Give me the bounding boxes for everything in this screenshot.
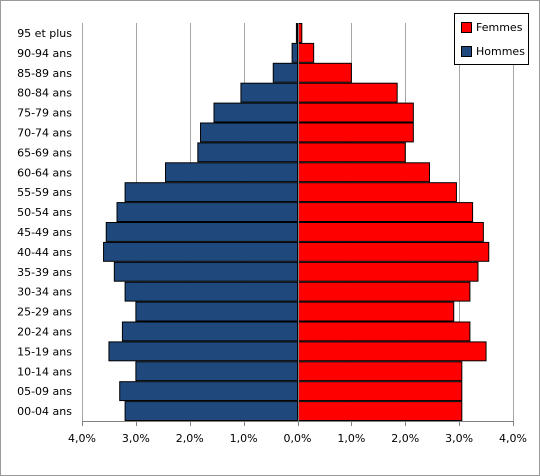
y-tick-label-70-74-ans: 70-74 ans: [17, 126, 72, 139]
legend-entry-hommes: Hommes: [461, 44, 525, 58]
y-tick-label-50-54-ans: 50-54 ans: [17, 206, 72, 219]
y-tick-label-85-89-ans: 85-89 ans: [17, 67, 72, 80]
bar-femmes-75-79-ans: [297, 102, 414, 123]
y-tick-label-45-49-ans: 45-49 ans: [17, 226, 72, 239]
y-axis-labels: 00-04 ans 05-09 ans 10-14 ans 15-19 ans 20-2…: [17, 27, 72, 418]
bar-femmes-65-69-ans: [297, 142, 406, 163]
bar-femmes-45-49-ans: [297, 222, 484, 242]
y-tick-label-35-39-ans: 35-39 ans: [17, 266, 72, 279]
bar-hommes-35-39-ans: [113, 261, 298, 282]
bar-femmes-70-74-ans: [297, 122, 414, 143]
y-tick-label-80-84-ans: 80-84 ans: [17, 87, 72, 100]
bar-femmes-90-94-ans: [297, 42, 315, 63]
y-tick-label-25-29-ans: 25-29 ans: [17, 306, 72, 319]
x-tick-label-2: 2,0%: [176, 432, 204, 445]
bar-hommes-90-94-ans: [291, 42, 298, 63]
bar-hommes-25-29-ans: [135, 301, 298, 322]
x-tick-label-8: 4,0%: [499, 432, 527, 445]
bar-hommes-80-84-ans: [240, 82, 298, 103]
y-tick-label-40-44-ans: 40-44 ans: [17, 246, 72, 259]
bar-hommes-15-19-ans: [108, 341, 298, 362]
bars: [103, 23, 490, 422]
bar-femmes-00-04-ans: [297, 401, 463, 422]
bar-femmes-20-24-ans: [297, 321, 471, 342]
bar-femmes-95-et-plus: [297, 23, 303, 43]
x-tick-label-3: 1,0%: [230, 432, 258, 445]
legend-swatch-femmes: [461, 21, 472, 33]
bar-femmes-80-84-ans: [297, 82, 398, 103]
y-tick-label-10-14-ans: 10-14 ans: [17, 365, 72, 378]
legend: Femmes Hommes: [454, 13, 529, 65]
y-tick-label-00-04-ans: 00-04 ans: [17, 405, 72, 418]
bar-hommes-20-24-ans: [121, 321, 298, 342]
bar-hommes-55-59-ans: [124, 182, 298, 203]
x-tick-label-5: 1,0%: [337, 432, 365, 445]
y-tick-label-15-19-ans: 15-19 ans: [17, 345, 72, 358]
x-tick-label-7: 3,0%: [445, 432, 473, 445]
bar-femmes-85-89-ans: [297, 62, 352, 83]
bar-femmes-35-39-ans: [297, 261, 479, 282]
x-tick-label-1: 3,0%: [122, 432, 150, 445]
bar-femmes-25-29-ans: [297, 301, 455, 322]
bar-hommes-30-34-ans: [124, 281, 298, 302]
bar-femmes-40-44-ans: [297, 241, 490, 262]
bar-femmes-50-54-ans: [297, 202, 474, 223]
bar-hommes-10-14-ans: [135, 361, 298, 382]
legend-label-femmes: Femmes: [476, 20, 523, 34]
legend-entry-femmes: Femmes: [461, 20, 522, 34]
bar-femmes-15-19-ans: [297, 341, 487, 362]
axes: [82, 23, 514, 426]
bar-hommes-50-54-ans: [116, 202, 298, 223]
bar-hommes-45-49-ans: [105, 222, 299, 242]
y-tick-label-30-34-ans: 30-34 ans: [17, 286, 72, 299]
bar-hommes-00-04-ans: [124, 401, 298, 422]
bar-femmes-10-14-ans: [297, 361, 463, 382]
x-axis-labels: 4,0% 3,0% 2,0% 1,0% 0,0% 1,0% 2,0% 3,0% 4,0%: [68, 432, 527, 445]
bar-hommes-65-69-ans: [197, 142, 298, 163]
x-tick-label-6: 2,0%: [391, 432, 419, 445]
y-tick-label-05-09-ans: 05-09 ans: [17, 385, 72, 398]
legend-swatch-hommes: [461, 45, 472, 57]
y-tick-label-20-24-ans: 20-24 ans: [17, 325, 72, 338]
bar-hommes-70-74-ans: [200, 122, 298, 143]
y-tick-label-95-et-plus: 95 et plus: [17, 27, 72, 40]
y-tick-label-90-94-ans: 90-94 ans: [17, 47, 72, 60]
bar-hommes-85-89-ans: [272, 62, 299, 83]
legend-label-hommes: Hommes: [476, 44, 525, 58]
bar-femmes-05-09-ans: [297, 381, 463, 402]
bar-femmes-30-34-ans: [297, 281, 471, 302]
y-tick-label-75-79-ans: 75-79 ans: [17, 107, 72, 120]
y-tick-label-65-69-ans: 65-69 ans: [17, 146, 72, 159]
bar-hommes-40-44-ans: [103, 241, 298, 262]
y-tick-label-60-64-ans: 60-64 ans: [17, 166, 72, 179]
bar-hommes-60-64-ans: [165, 162, 298, 183]
x-tick-label-0: 4,0%: [68, 432, 96, 445]
bar-femmes-55-59-ans: [297, 182, 457, 203]
y-tick-label-55-59-ans: 55-59 ans: [17, 186, 72, 199]
bar-femmes-60-64-ans: [297, 162, 430, 183]
x-tick-label-4: 0,0%: [284, 432, 312, 445]
bar-hommes-75-79-ans: [213, 102, 298, 123]
bar-hommes-05-09-ans: [119, 381, 299, 402]
